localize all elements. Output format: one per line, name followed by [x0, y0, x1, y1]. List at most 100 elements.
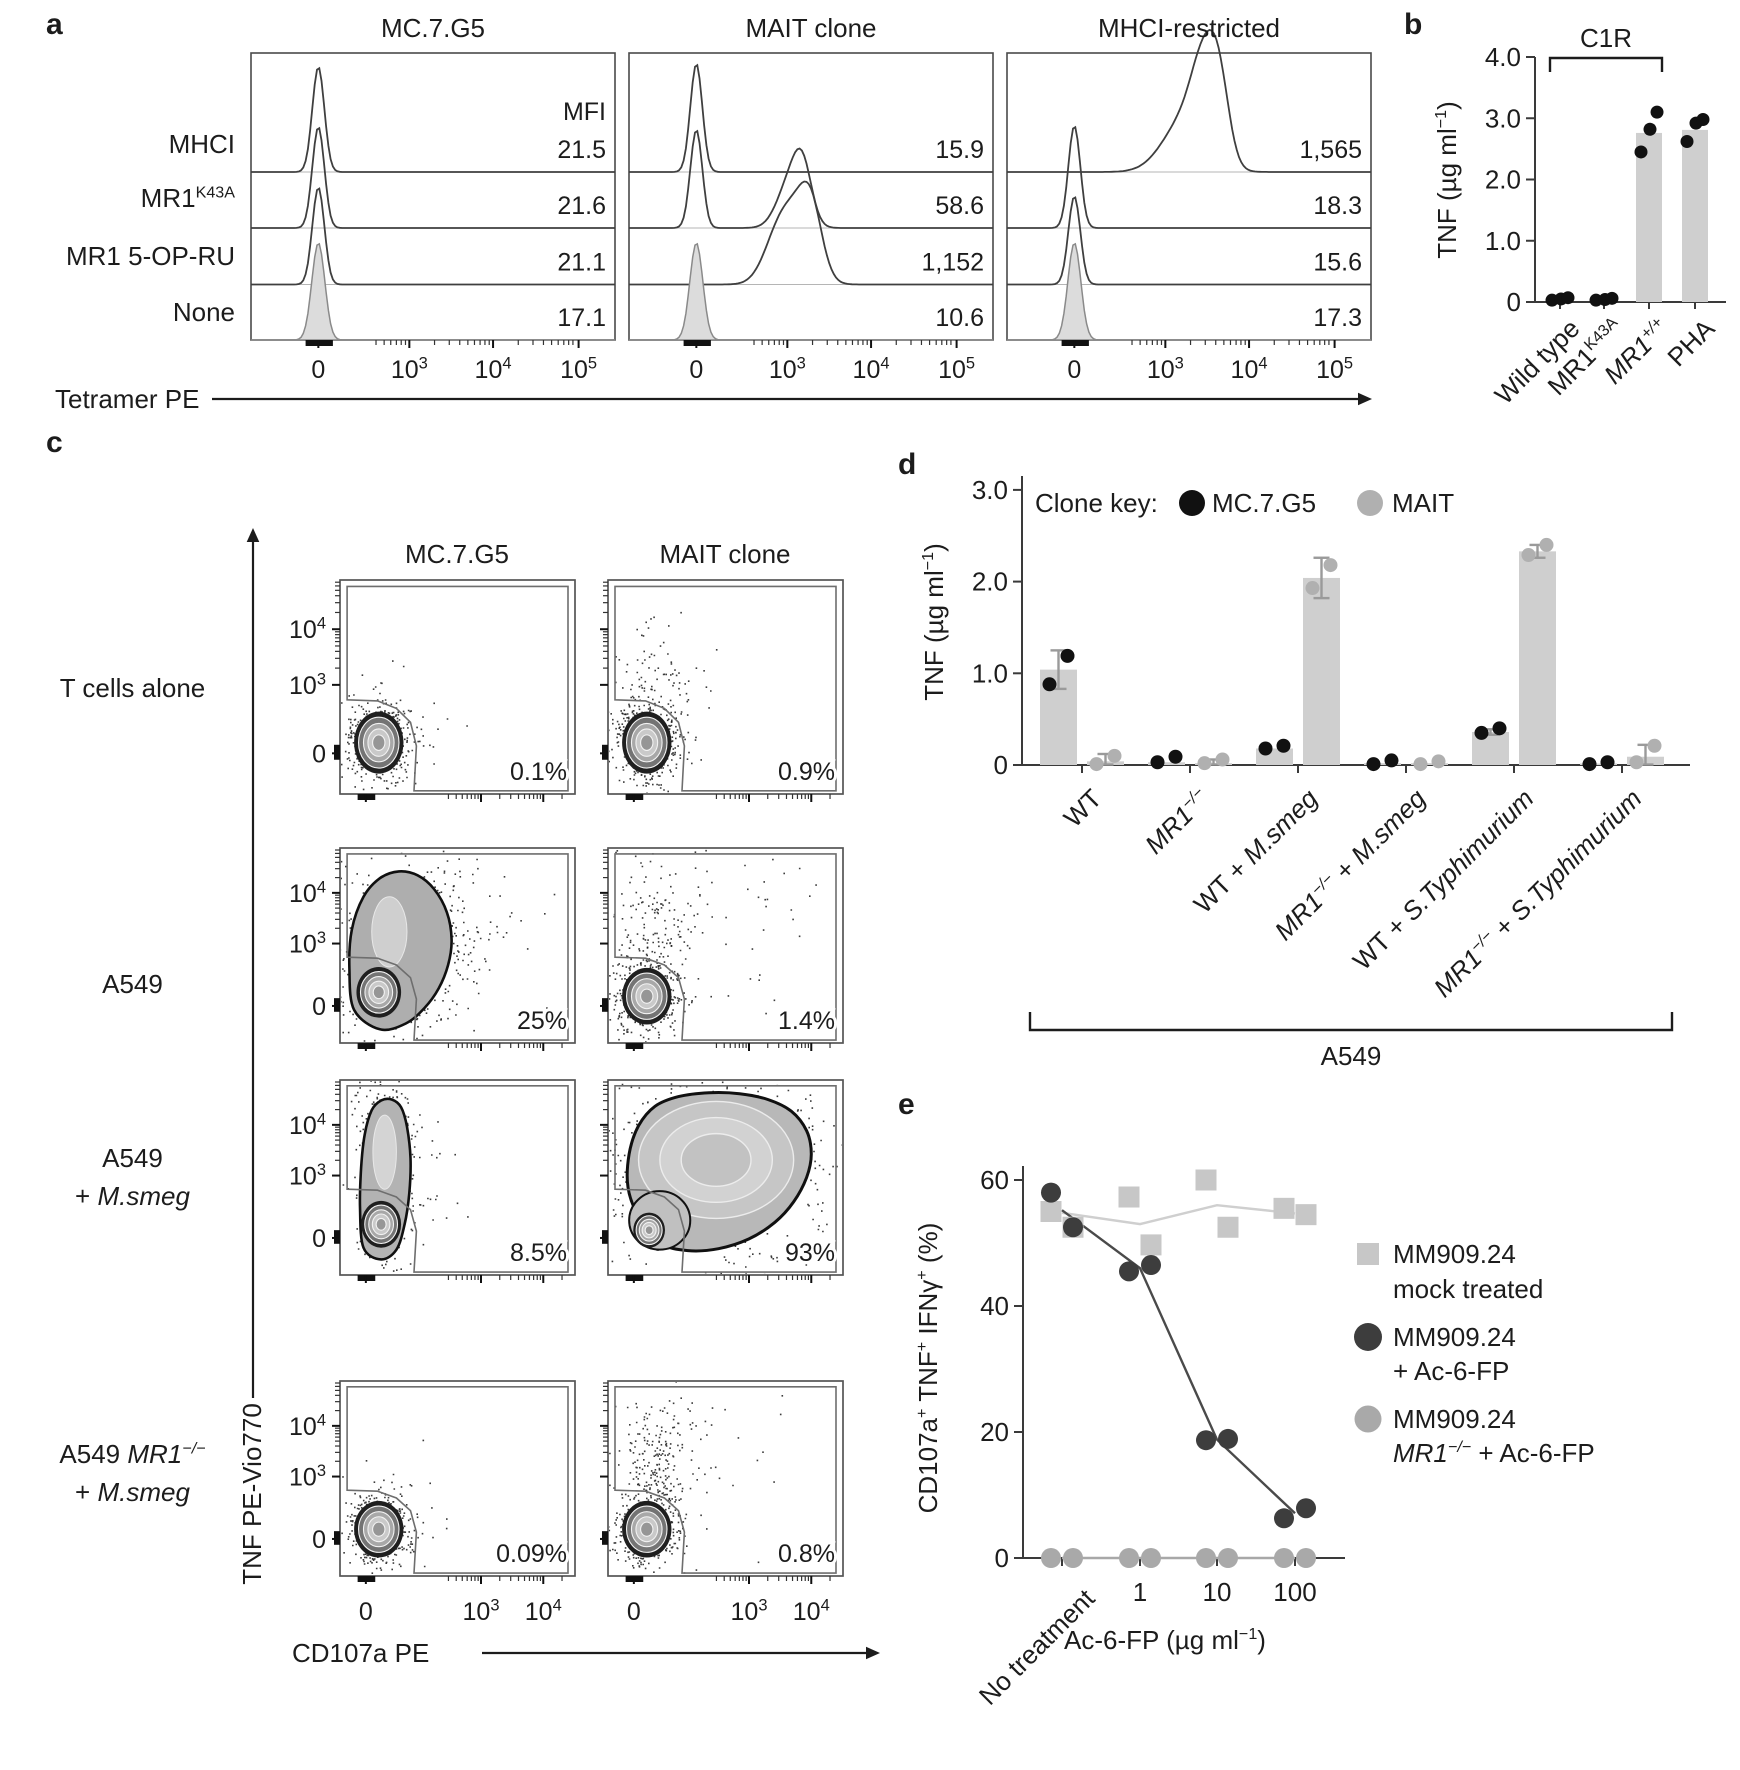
- bar-group: [1545, 291, 1575, 309]
- data-dot: [1600, 755, 1615, 770]
- density-contour: [372, 1521, 386, 1537]
- x-axis-ticks: 0 103 104 105: [305, 340, 597, 384]
- population: [341, 660, 468, 791]
- gate-polygon: [614, 585, 837, 792]
- data-dot: [1107, 748, 1122, 763]
- density-contour: [640, 734, 654, 751]
- data-dot: [1650, 105, 1664, 119]
- bar-group: [1680, 112, 1710, 309]
- y-axis-ticks: [332, 1081, 340, 1244]
- x-tick-label: 104: [793, 1597, 830, 1627]
- bar: [1636, 132, 1662, 302]
- data-dot: [1561, 291, 1575, 305]
- marker-circle-ko: [1041, 1548, 1061, 1568]
- flow-plot: 1.4%: [600, 847, 844, 1051]
- gate-percentage: 0.1%: [510, 758, 567, 786]
- x-axis-ticks: 0 103 104 105: [683, 340, 975, 385]
- data-dot: [1150, 755, 1165, 770]
- histogram-box: 1,565 18.3 15.6 17.3 0 103 104 105: [1006, 29, 1372, 385]
- x-axis-ticks: 0 103 104 105: [1061, 340, 1353, 385]
- legend-dot-mait: [1357, 490, 1383, 516]
- marker-square-mock: [1140, 1234, 1162, 1256]
- data-dot: [1366, 757, 1381, 772]
- population: [341, 850, 556, 1042]
- data-dot: [1215, 752, 1230, 767]
- data-dot: [1431, 754, 1446, 769]
- density-contour: [375, 1217, 387, 1231]
- mfi-value: 17.1: [557, 304, 606, 332]
- ligand-row-label: None: [172, 297, 235, 327]
- legend-square-mock: [1357, 1243, 1379, 1265]
- legend-item-label: MC.7.G5: [1212, 487, 1317, 518]
- data-dot: [1042, 677, 1057, 692]
- x-axis-title-cd107a: CD107a PE: [292, 1637, 430, 1668]
- gate-percentage: 0.09%: [496, 1540, 567, 1568]
- marker-circle-ko: [1141, 1548, 1161, 1568]
- marker-circle-ac6fp: [1041, 1182, 1061, 1203]
- y-tick-label: 1.0: [972, 658, 1008, 688]
- mfi-value: 21.1: [557, 249, 606, 277]
- panel-e-letter: e: [898, 1088, 915, 1121]
- bar-group: [1148, 749, 1232, 773]
- marker-circle-ac6fp: [1296, 1498, 1316, 1519]
- bar-group: [1256, 556, 1340, 773]
- gate-polygon: [614, 1085, 837, 1273]
- bracket-label-a549: A549: [1320, 1040, 1382, 1071]
- histogram-curve: [251, 66, 615, 173]
- gate-polygon: [346, 853, 569, 1041]
- mfi-value: 1,565: [1299, 136, 1362, 164]
- x-tick-label: 104: [853, 355, 890, 385]
- mfi-value: 21.5: [557, 136, 606, 164]
- condition-row-label: A549: [102, 969, 163, 999]
- x-tick-label: 104: [1231, 355, 1268, 385]
- panel-b-bar-chart: 4.0 3.0 2.0 1.0 0: [1485, 42, 1726, 317]
- x-axis-ticks: [357, 1275, 563, 1283]
- bar: [1364, 763, 1401, 765]
- density-contour: [372, 985, 385, 1000]
- population: [609, 1081, 842, 1274]
- x-axis-ticks: [625, 1576, 831, 1584]
- series-line-mock: [1061, 1203, 1296, 1226]
- legend-line: MM909.24: [1393, 1238, 1516, 1269]
- condition-row-label: + M.smeg: [75, 1477, 190, 1507]
- panel-c-flow-plots: 0.1%10410300.9%25%10410301.4%8.5%1041030…: [246, 528, 880, 1660]
- histogram-column-title: MHCI-restricted: [1097, 12, 1281, 43]
- legend-circle-ac6fp: [1354, 1323, 1382, 1351]
- legend-line: mock treated: [1393, 1273, 1544, 1304]
- data-dot: [1474, 725, 1489, 740]
- density-contour: [640, 1521, 654, 1537]
- data-dot: [1305, 581, 1320, 596]
- y-tick-label: 40: [980, 1291, 1009, 1321]
- flow-column-title: MC.7.G5: [404, 538, 510, 569]
- x-tick-label: 0: [627, 1598, 641, 1626]
- y-tick-label: 0: [312, 1225, 326, 1253]
- bar: [1580, 763, 1617, 765]
- marker-circle-ko: [1218, 1548, 1238, 1568]
- data-dot: [1089, 757, 1104, 772]
- x-tick-label: 103: [731, 1597, 768, 1627]
- y-tick-label: 3.0: [972, 475, 1008, 505]
- data-dot: [1413, 757, 1428, 772]
- x-category-label: 100: [1273, 1576, 1317, 1607]
- legend-line: MR1−/− + Ac-6-FP: [1393, 1437, 1595, 1468]
- bar-group: [1364, 753, 1448, 773]
- y-axis-title: TNF (µg ml−1): [1431, 101, 1462, 259]
- marker-circle-ac6fp: [1141, 1255, 1161, 1276]
- bar: [1519, 551, 1556, 765]
- ligand-row-label: MR1K43A: [140, 183, 235, 213]
- flow-plot: 0.09% 104 103 0 0 103 104: [289, 1380, 576, 1626]
- y-axis-title: CD107a+ TNF+ IFNγ+ (%): [912, 1222, 943, 1514]
- population: [342, 1081, 469, 1272]
- panel-a-letter: a: [46, 8, 63, 41]
- y-tick-label: 60: [980, 1165, 1009, 1195]
- histogram-curve: [1007, 196, 1371, 286]
- histogram-curve: [1007, 125, 1371, 229]
- y-axis-ticks: [600, 849, 608, 1012]
- condition-row-label: A549 MR1−/−: [59, 1439, 206, 1469]
- legend-item-label: MAIT: [1392, 487, 1455, 518]
- legend-circle-mr1ko: [1354, 1405, 1382, 1433]
- flow-plot: 25% 104 103 0: [289, 847, 576, 1051]
- bracket-label-c1r: C1R: [1579, 22, 1633, 53]
- mfi-value: 15.9: [935, 136, 984, 164]
